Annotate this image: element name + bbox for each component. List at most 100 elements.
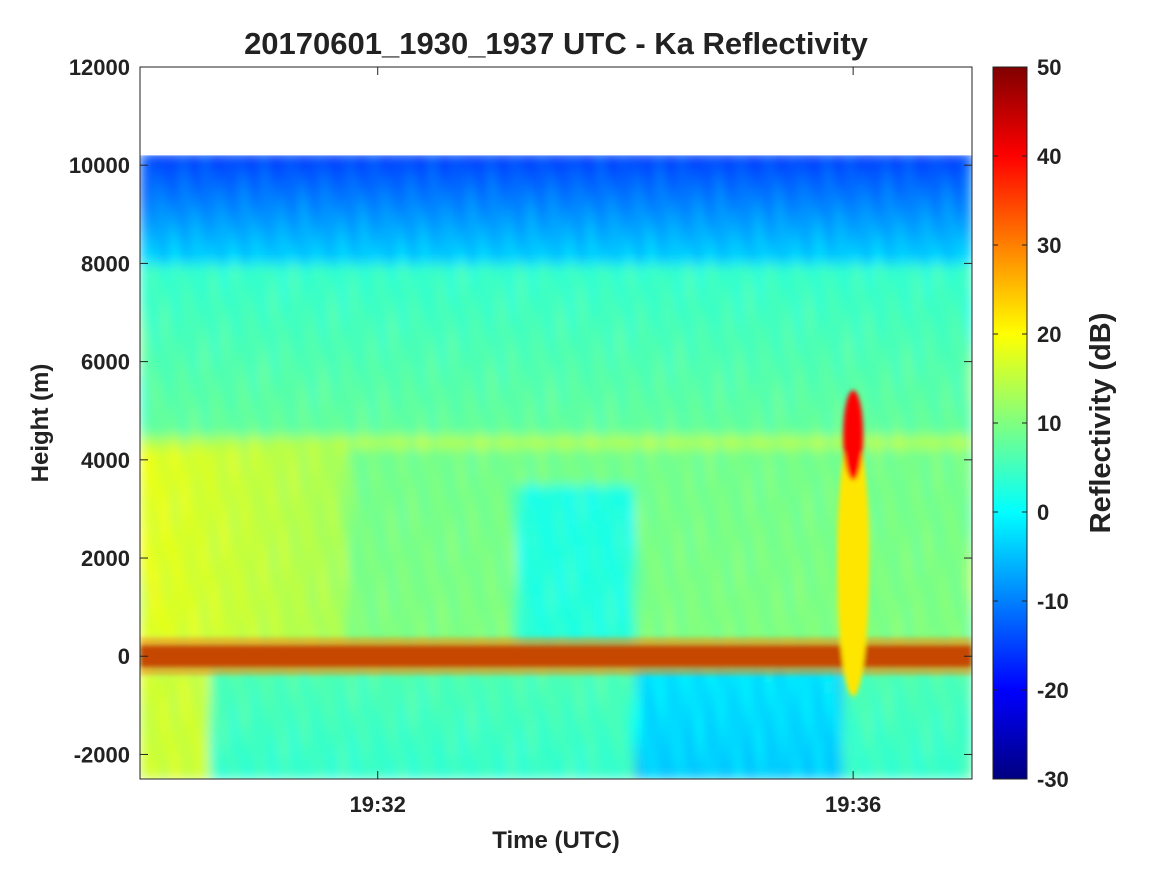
heatmap-cell <box>437 287 449 302</box>
heatmap-cell <box>803 472 815 486</box>
heatmap-cell <box>813 521 825 535</box>
heatmap-cell <box>912 607 924 621</box>
heatmap-cell <box>546 496 557 510</box>
heatmap-cell <box>823 668 835 682</box>
heatmap-cell <box>268 373 280 388</box>
heatmap-cell <box>863 459 874 474</box>
heatmap-cell <box>674 214 686 228</box>
heatmap-cell <box>625 717 637 731</box>
heatmap-cell <box>783 447 795 461</box>
heatmap-cell <box>486 545 498 560</box>
heatmap-cell <box>694 447 706 461</box>
heatmap-cell <box>942 189 954 204</box>
heatmap-cell <box>714 570 726 584</box>
heatmap-cell <box>575 165 587 179</box>
heatmap-cell <box>803 386 815 400</box>
heatmap-cell <box>169 668 181 682</box>
heatmap-cell <box>655 680 666 695</box>
heatmap-cell <box>783 275 795 289</box>
heatmap-cell <box>645 349 657 363</box>
heatmap-cell <box>773 680 785 695</box>
heatmap-cell <box>278 754 290 768</box>
heatmap-cell <box>506 226 518 240</box>
heatmap-cell <box>952 177 964 191</box>
heatmap-cell <box>764 189 775 204</box>
heatmap-cell <box>298 668 310 682</box>
heatmap-cell <box>793 226 805 240</box>
heatmap-cell <box>318 472 330 486</box>
heatmap-cell <box>466 680 478 695</box>
heatmap-cell <box>724 508 736 523</box>
heatmap-cell <box>348 570 359 584</box>
heatmap-cell <box>437 705 449 719</box>
heatmap-cell <box>357 729 369 744</box>
heatmap-cell <box>625 447 637 461</box>
heatmap-cell <box>754 275 765 289</box>
heatmap-cell <box>348 594 359 609</box>
heatmap-cell <box>635 263 647 277</box>
heatmap-cell <box>526 226 538 240</box>
heatmap-cell <box>278 705 290 719</box>
heatmap-cell <box>298 459 310 474</box>
heatmap-cell <box>189 226 201 240</box>
heatmap-cell <box>159 766 171 779</box>
heatmap-cell <box>437 729 449 744</box>
heatmap-cell <box>645 435 657 449</box>
heatmap-cell <box>635 435 647 449</box>
heatmap-cell <box>506 324 518 339</box>
heatmap-cell <box>288 717 300 731</box>
heatmap-cell <box>348 558 359 572</box>
heatmap-cell <box>149 189 161 204</box>
heatmap-cell <box>724 177 736 191</box>
heatmap-cell <box>962 275 972 289</box>
heatmap-cell <box>219 447 231 461</box>
heatmap-cell <box>298 337 310 351</box>
heatmap-cell <box>704 754 716 768</box>
heatmap-cell <box>407 717 419 731</box>
heatmap-cell <box>546 251 557 265</box>
heatmap-cell <box>872 668 884 682</box>
heatmap-cell <box>169 177 181 191</box>
heatmap-cell <box>793 742 805 756</box>
heatmap-cell <box>536 484 548 498</box>
heatmap-cell <box>912 152 924 167</box>
heatmap-cell <box>506 545 518 560</box>
heatmap-cell <box>813 533 825 547</box>
heatmap-cell <box>783 705 795 719</box>
heatmap-cell <box>209 582 221 596</box>
heatmap-cell <box>674 742 686 756</box>
heatmap-cell <box>764 533 775 547</box>
heatmap-cell <box>575 447 587 461</box>
heatmap-cell <box>140 251 151 265</box>
heatmap-cell <box>803 607 815 621</box>
heatmap-cell <box>417 484 429 498</box>
heatmap-cell <box>268 214 280 228</box>
heatmap-cell <box>863 423 874 437</box>
heatmap-cell <box>942 435 954 449</box>
heatmap-cell <box>348 152 359 167</box>
heatmap-cell <box>565 386 577 400</box>
heatmap-cell <box>754 386 765 400</box>
heatmap-cell <box>912 263 924 277</box>
heatmap-cell <box>209 386 221 400</box>
heatmap-cell <box>140 729 151 744</box>
heatmap-cell <box>506 582 518 596</box>
heatmap-cell <box>199 398 211 412</box>
heatmap-cell <box>674 521 686 535</box>
heatmap-cell <box>496 398 508 412</box>
heatmap-cell <box>595 361 607 375</box>
heatmap-cell <box>268 570 280 584</box>
heatmap-cell <box>863 680 874 695</box>
heatmap-cell <box>575 508 587 523</box>
heatmap-cell <box>734 594 746 609</box>
heatmap-cell <box>773 300 785 314</box>
heatmap-cell <box>575 582 587 596</box>
heatmap-cell <box>625 558 637 572</box>
heatmap-cell <box>882 680 894 695</box>
heatmap-cell <box>387 705 399 719</box>
heatmap-cell <box>357 472 369 486</box>
heatmap-cell <box>724 202 736 216</box>
heatmap-cell <box>575 312 587 326</box>
heatmap-cell <box>546 238 557 253</box>
heatmap-cell <box>823 435 835 449</box>
